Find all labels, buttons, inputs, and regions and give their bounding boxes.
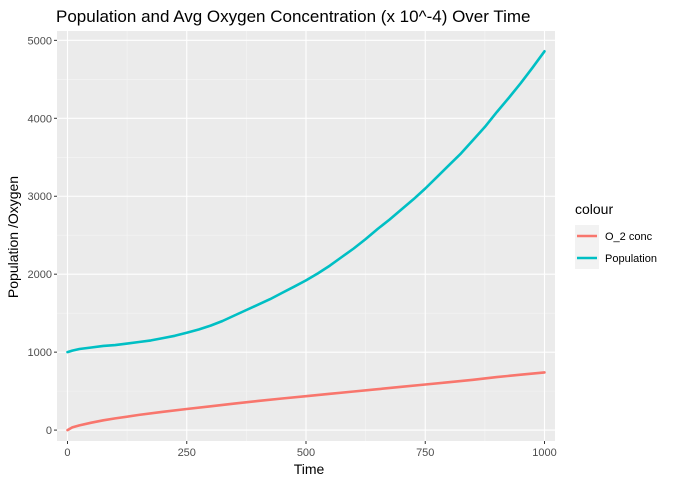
x-axis: 0 250 500 750 1000 [64,441,557,459]
y-tick-label: 4000 [28,113,52,125]
y-axis-title: Population /Oxygen [5,176,21,298]
legend-title: colour [575,201,613,217]
x-tick-label: 250 [178,447,196,459]
chart-title: Population and Avg Oxygen Concentration … [56,7,530,26]
legend-label: O_2 conc [605,231,653,243]
x-tick-label: 500 [297,447,315,459]
y-tick-label: 1000 [28,347,52,359]
x-tick-label: 0 [64,447,70,459]
y-tick-label: 0 [46,425,52,437]
x-tick-label: 750 [416,447,434,459]
y-tick-label: 5000 [28,35,52,47]
legend-label: Population [605,253,657,265]
major-gridlines [57,31,555,441]
y-tick-label: 3000 [28,191,52,203]
y-axis: 0 1000 2000 3000 4000 5000 [28,35,57,437]
y-tick-label: 2000 [28,269,52,281]
series-line-o-2-conc [66,371,546,432]
x-axis-title: Time [294,461,325,477]
x-tick-label: 1000 [532,447,556,459]
series-lines [66,49,546,432]
legend: colour O_2 conc Population [575,201,657,269]
series-line-population [66,49,546,354]
